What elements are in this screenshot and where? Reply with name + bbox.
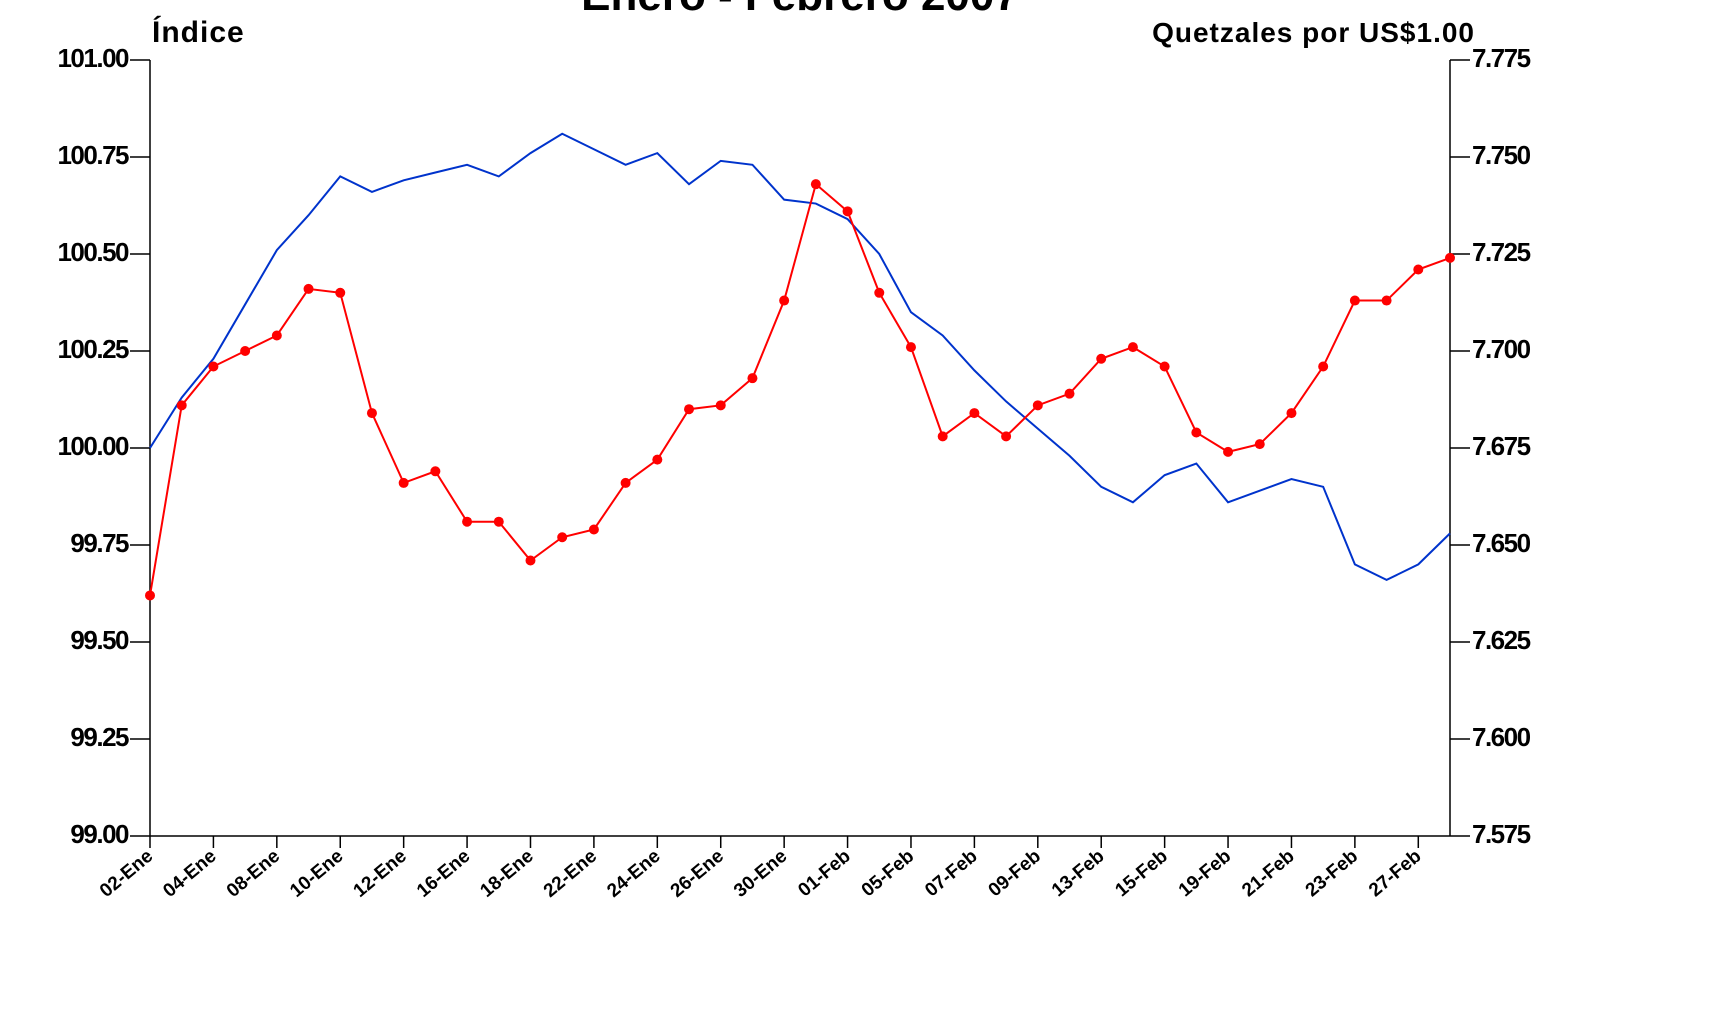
series-marker [1286,408,1297,419]
y-tick-label: 99.50 [70,625,129,655]
x-tick-label: 12-Ene [350,846,411,902]
series-marker [145,590,155,601]
x-tick-label: 23-Feb [1302,846,1362,901]
y-tick-label: 101.00 [57,43,129,73]
y-tick-label: 100.50 [57,237,129,267]
series-marker [810,179,821,190]
x-tick-label: 04-Ene [159,846,220,902]
series-marker [398,477,409,488]
x-tick-label: 01-Feb [794,846,854,901]
series-marker [874,287,885,298]
series-marker [842,206,853,217]
series-marker [684,404,695,415]
x-tick-label: 22-Ene [540,846,601,902]
y-axis-title: Índice [152,15,245,49]
series-marker [747,373,758,384]
y-tick-label: 100.00 [57,431,129,461]
x-tick-label: 21-Feb [1238,846,1298,901]
series-marker [1254,439,1265,450]
x-tick-label: 05-Feb [858,846,918,901]
x-tick-label: 19-Feb [1175,846,1235,901]
x-tick-label: 30-Ene [730,846,791,902]
y2-tick-label: 7.675 [1472,431,1531,461]
y2-tick-label: 7.725 [1472,237,1531,267]
series-marker [1445,252,1455,263]
series-marker [652,454,663,465]
series-marker [1381,295,1392,306]
y-tick-label: 99.75 [70,528,129,558]
series-marker [905,342,916,353]
y2-tick-label: 7.750 [1472,140,1531,170]
x-tick-label: 15-Feb [1111,846,1171,901]
series-marker [366,408,377,419]
series-marker [493,516,504,527]
x-tick-label: 13-Feb [1048,846,1108,901]
series-marker [1318,361,1329,372]
x-tick-label: 16-Ene [413,846,474,902]
y2-tick-label: 7.625 [1472,625,1531,655]
series-marker [620,477,631,488]
y2-tick-label: 7.575 [1472,819,1531,849]
y2-tick-label: 7.775 [1472,43,1531,73]
series-marker [303,283,314,294]
x-tick-label: 10-Ene [286,846,347,902]
x-tick-label: 27-Feb [1365,846,1425,901]
series-marker [1223,446,1234,457]
x-tick-label: 09-Feb [985,846,1045,901]
x-tick-label: 18-Ene [476,846,537,902]
y-tick-label: 99.00 [70,819,129,849]
series-marker [1413,264,1424,275]
x-tick-label: 07-Feb [921,846,981,901]
series-marker [937,431,948,442]
series-marker [969,408,980,419]
series-line [149,132,1451,582]
series-marker [588,524,599,535]
series-marker [1127,342,1138,353]
series-marker [1001,431,1012,442]
x-tick-label: 02-Ene [96,846,157,902]
series-marker [779,295,790,306]
series-marker [1191,427,1202,438]
series-marker [335,287,346,298]
series-marker [1064,388,1075,399]
series-marker [1096,353,1107,364]
series-marker [240,346,251,356]
y2-tick-label: 7.650 [1472,528,1531,558]
series-marker [557,532,568,543]
y2-axis-title: Quetzales por US$1.00 [1152,17,1475,48]
chart-title: Enero - Febrero 2007 [581,0,1019,20]
series-marker [1032,400,1043,411]
x-tick-label: 24-Ene [603,846,664,902]
series-line [149,182,1451,596]
series-marker [176,400,187,411]
series-marker [208,361,219,372]
y2-tick-label: 7.600 [1472,722,1531,752]
series-marker [271,330,282,341]
x-tick-label: 26-Ene [667,846,728,902]
y-tick-label: 100.25 [57,334,129,364]
series-marker [462,516,473,527]
y-tick-label: 99.25 [70,722,129,752]
x-tick-label: 08-Ene [223,846,284,902]
y-tick-label: 100.75 [57,140,129,170]
series-marker [430,466,441,477]
series-marker [1159,361,1170,372]
y2-tick-label: 7.700 [1472,334,1531,364]
series-marker [1349,295,1360,306]
series-marker [525,555,536,566]
series-marker [715,400,726,411]
